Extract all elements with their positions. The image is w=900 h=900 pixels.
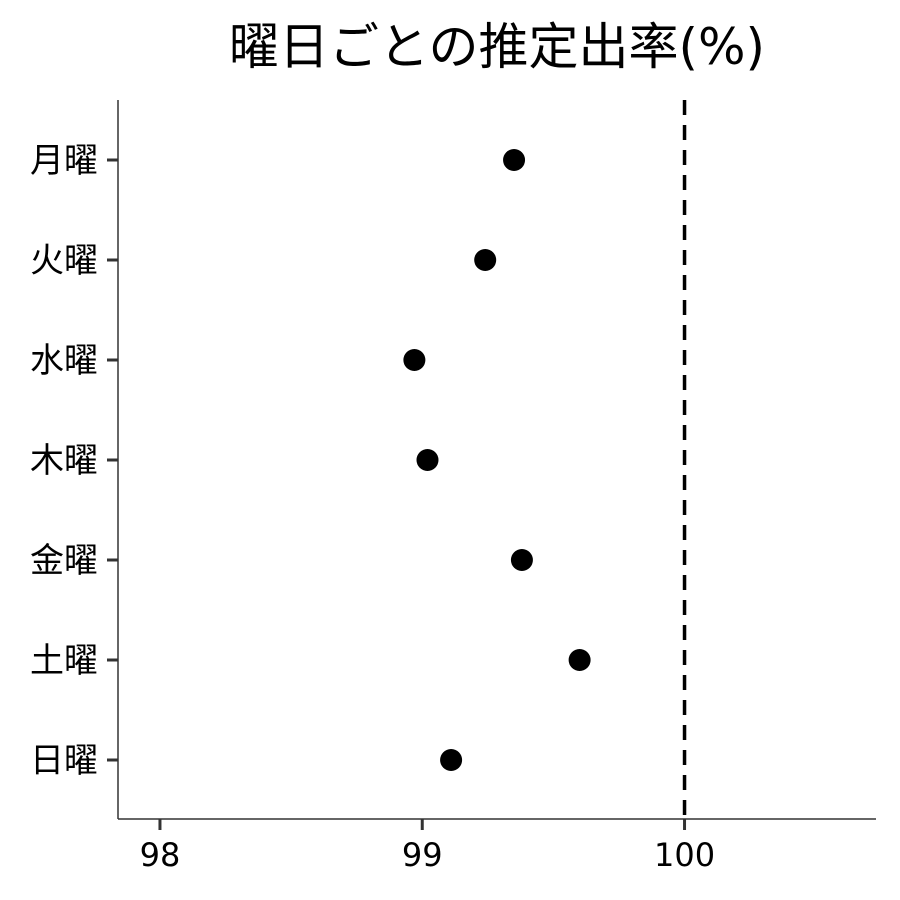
chart-title: 曜日ごとの推定出率(%) (229, 18, 765, 76)
y-tick-label: 月曜 (30, 141, 98, 181)
y-tick-label: 日曜 (30, 741, 98, 781)
x-tick-label: 98 (140, 836, 181, 874)
data-point (416, 449, 439, 471)
y-tick-label: 土曜 (30, 641, 98, 681)
x-axis-ticks: 98 99 100 (140, 819, 715, 874)
y-tick-label: 金曜 (30, 541, 98, 581)
data-point (568, 649, 591, 671)
y-tick-label: 木曜 (30, 441, 98, 481)
x-tick-label: 100 (654, 836, 715, 874)
data-point (474, 249, 497, 271)
data-point (403, 349, 426, 371)
axes (117, 100, 876, 820)
y-tick-label: 火曜 (30, 241, 98, 281)
x-tick-label: 99 (402, 836, 443, 874)
data-points (403, 149, 591, 771)
y-tick-label: 水曜 (30, 341, 98, 381)
data-point (440, 749, 463, 771)
data-point (510, 549, 533, 571)
data-point (503, 149, 526, 171)
